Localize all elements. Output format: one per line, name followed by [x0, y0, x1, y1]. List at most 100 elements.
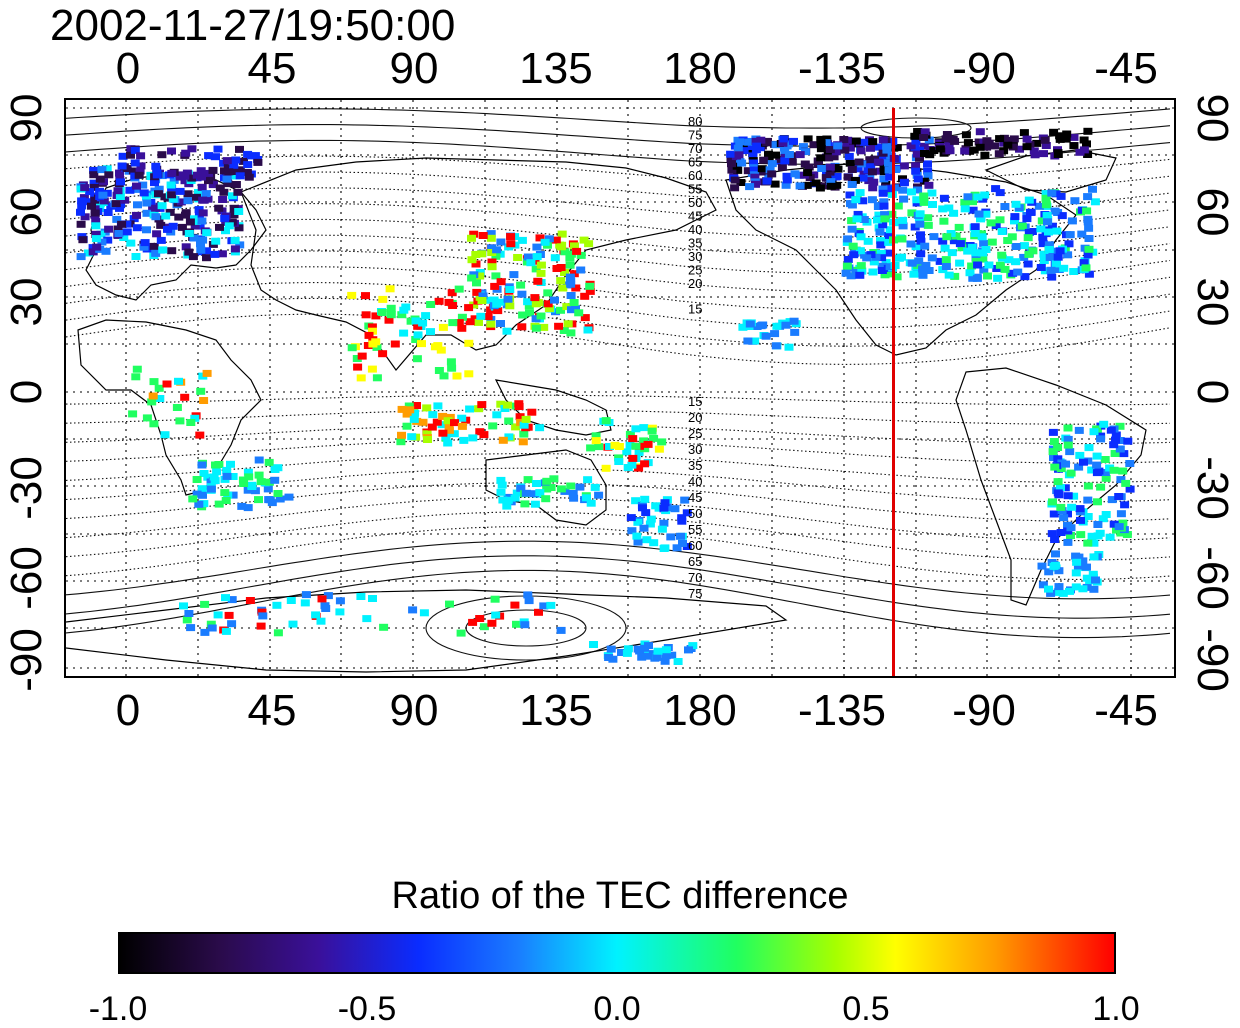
bottom-lon-tick: 180 — [663, 686, 737, 735]
tec-cell — [764, 155, 774, 163]
tec-cell — [503, 401, 512, 409]
tec-cell — [1000, 203, 1010, 210]
tec-cell — [104, 225, 114, 233]
tec-cell — [840, 146, 850, 154]
tec-cell — [1063, 441, 1073, 449]
tec-cell — [677, 517, 687, 525]
tec-cell — [919, 134, 929, 141]
tec-cell — [1003, 141, 1013, 149]
tec-cell — [771, 342, 781, 350]
tec-cell — [802, 181, 812, 189]
tec-cell — [423, 436, 432, 443]
tec-cell — [397, 431, 406, 439]
tec-cell — [1091, 576, 1100, 584]
tec-cell — [207, 624, 217, 632]
tec-cell — [950, 272, 960, 280]
tec-cell — [1053, 444, 1063, 451]
tec-cell — [1049, 438, 1059, 445]
tec-cell — [104, 171, 114, 179]
tec-cell — [1079, 259, 1089, 267]
tec-cell — [253, 158, 263, 166]
tec-cell — [780, 157, 790, 165]
tec-cell — [215, 184, 225, 192]
tec-cell — [1037, 217, 1047, 225]
tec-cell — [640, 495, 650, 503]
tec-cell — [181, 243, 191, 251]
tec-cell — [532, 243, 542, 251]
tec-cell — [572, 247, 582, 255]
tec-cell — [970, 223, 980, 231]
tec-cell — [733, 166, 743, 174]
tec-cell — [640, 460, 650, 468]
tec-cell — [893, 202, 903, 210]
tec-cell — [862, 254, 872, 262]
tec-cell — [378, 350, 388, 358]
tec-cell — [781, 321, 791, 329]
tec-cell — [510, 494, 520, 502]
tec-cell — [102, 165, 112, 173]
tec-cell — [1026, 208, 1035, 216]
tec-cell — [678, 540, 687, 547]
tec-cell — [559, 327, 569, 334]
tec-cell — [1040, 136, 1050, 144]
tec-cell — [884, 249, 894, 257]
tec-cell — [978, 195, 988, 203]
tec-cell — [925, 151, 935, 159]
tec-cell — [117, 220, 127, 228]
tec-cell — [941, 256, 951, 264]
tec-cell — [676, 532, 685, 540]
tec-cell — [175, 187, 185, 195]
tec-cell — [854, 158, 864, 166]
tec-cell — [847, 181, 857, 188]
tec-cell — [911, 162, 921, 170]
colorbar-tick: -1.0 — [88, 990, 148, 1028]
tec-cell — [187, 145, 197, 153]
tec-cell — [667, 651, 677, 659]
tec-cell — [727, 166, 737, 174]
tec-cell — [556, 306, 565, 314]
tec-cell — [590, 483, 600, 491]
tec-cell — [885, 173, 895, 181]
tec-cell — [907, 209, 917, 217]
tec-cell — [644, 642, 653, 650]
tec-cell — [89, 183, 99, 191]
tec-cell — [565, 254, 575, 262]
tec-cell — [637, 653, 647, 661]
tec-cell — [556, 626, 566, 634]
tec-cell — [390, 340, 400, 348]
tec-cell — [1017, 222, 1027, 230]
tec-cell — [795, 151, 805, 159]
tec-cell — [1076, 516, 1085, 524]
tec-cell — [202, 229, 212, 237]
tec-cell — [1022, 135, 1032, 143]
tec-cell — [632, 532, 642, 540]
tec-cell — [730, 176, 740, 184]
tec-cell — [800, 148, 810, 156]
tec-cell — [586, 499, 596, 507]
tec-cell — [198, 491, 207, 499]
tec-cell — [1044, 241, 1054, 249]
tec-cell — [945, 147, 955, 155]
tec-cell — [475, 615, 485, 622]
contour-label: 50 — [688, 195, 702, 210]
tec-cell — [991, 185, 1001, 193]
tec-cell — [556, 243, 566, 251]
tec-cell — [633, 538, 643, 546]
tec-cell — [927, 254, 937, 262]
tec-cell — [544, 305, 554, 313]
tec-cell — [565, 273, 575, 281]
tec-cell — [816, 154, 826, 162]
tec-cell — [1047, 189, 1057, 197]
tec-cell — [1101, 511, 1111, 518]
tec-cell — [1079, 146, 1089, 154]
tec-cell — [273, 629, 283, 637]
tec-cell — [1019, 253, 1029, 261]
tec-cell — [404, 402, 414, 410]
tec-cell — [361, 292, 370, 300]
tec-cell — [1083, 151, 1093, 158]
contour-label: 65 — [688, 155, 702, 170]
tec-cell — [1061, 135, 1071, 143]
tec-cell — [961, 131, 971, 139]
tec-cell — [1118, 467, 1128, 475]
tec-cell — [1052, 260, 1061, 268]
